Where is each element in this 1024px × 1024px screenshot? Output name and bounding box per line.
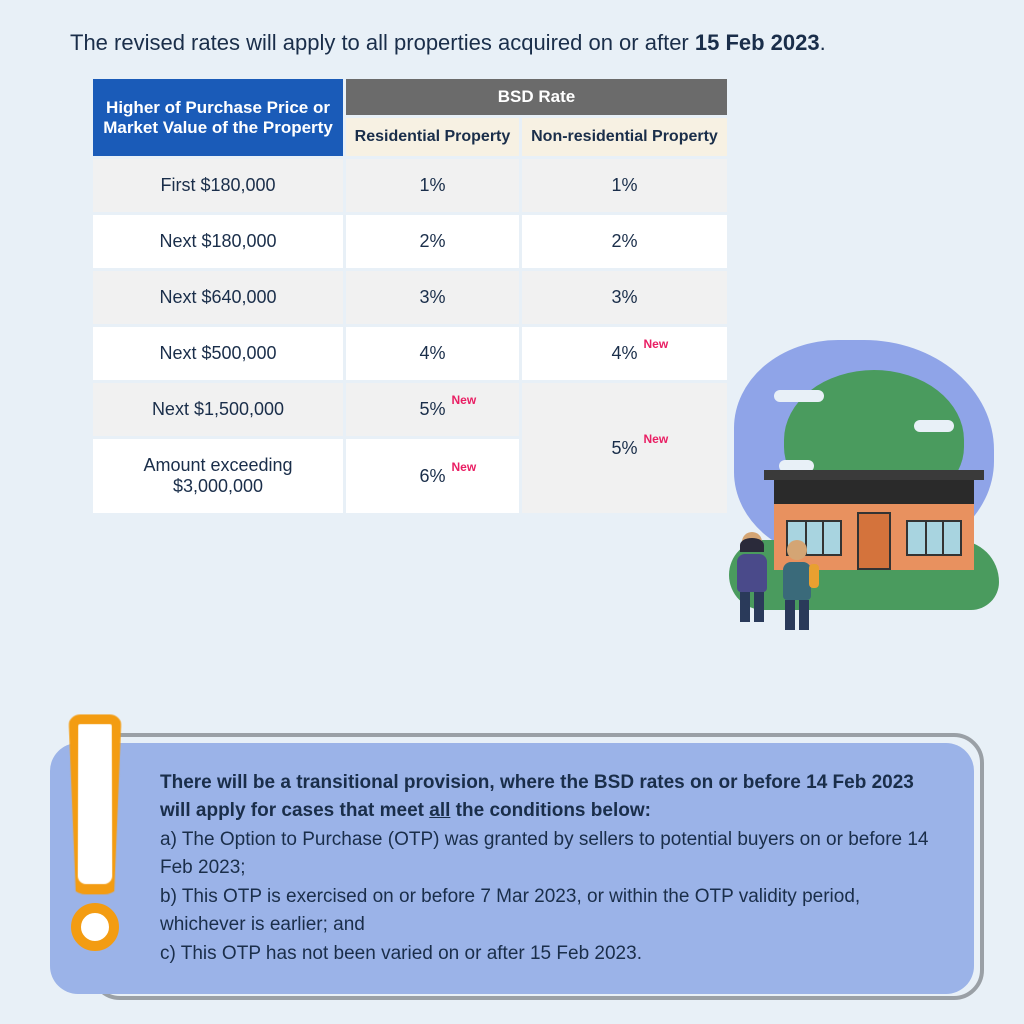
cell-tier: Amount exceeding $3,000,000 [93,439,343,513]
cell-res: 3% [346,271,519,324]
cell-tier: Next $500,000 [93,327,343,380]
intro-prefix: The revised rates will apply to all prop… [70,30,695,55]
col-header-nonresidential: Non-residential Property [522,118,727,156]
callout-item-c: c) This OTP has not been varied on or af… [160,940,944,969]
callout-item-a: a) The Option to Purchase (OTP) was gran… [160,826,944,883]
table-row: Next $1,500,000 5%New 5%New [93,383,727,436]
cell-nonres: 4%New [522,327,727,380]
cell-tier: First $180,000 [93,159,343,212]
cell-nonres: 2% [522,215,727,268]
new-badge: New [643,337,668,351]
col-header-tier: Higher of Purchase Price or Market Value… [93,79,343,156]
cell-nonres: 1% [522,159,727,212]
callout-lead: There will be a transitional provision, … [160,769,944,826]
cell-nonres-merged: 5%New [522,383,727,513]
table-row: Next $640,000 3% 3% [93,271,727,324]
intro-date: 15 Feb 2023 [695,30,820,55]
cell-res: 4% [346,327,519,380]
col-header-bsd: BSD Rate [346,79,727,115]
table-row: Next $500,000 4% 4%New [93,327,727,380]
house-illustration [704,340,1004,620]
new-badge: New [451,460,476,474]
new-badge: New [643,432,668,446]
cell-res: 1% [346,159,519,212]
cell-nonres: 3% [522,271,727,324]
bsd-rate-table: Higher of Purchase Price or Market Value… [90,76,730,516]
table-row: Next $180,000 2% 2% [93,215,727,268]
cell-tier: Next $180,000 [93,215,343,268]
cell-tier: Next $1,500,000 [93,383,343,436]
cell-res: 5%New [346,383,519,436]
intro-text: The revised rates will apply to all prop… [0,0,1024,76]
intro-suffix: . [820,30,826,55]
cell-tier: Next $640,000 [93,271,343,324]
cell-res: 6%New [346,439,519,513]
new-badge: New [451,393,476,407]
col-header-residential: Residential Property [346,118,519,156]
cell-res: 2% [346,215,519,268]
table-row: First $180,000 1% 1% [93,159,727,212]
person-icon [779,540,815,630]
callout-item-b: b) This OTP is exercised on or before 7 … [160,883,944,940]
person-icon [734,540,770,630]
exclamation-icon [40,713,150,973]
transitional-provision-callout: There will be a transitional provision, … [50,743,974,995]
